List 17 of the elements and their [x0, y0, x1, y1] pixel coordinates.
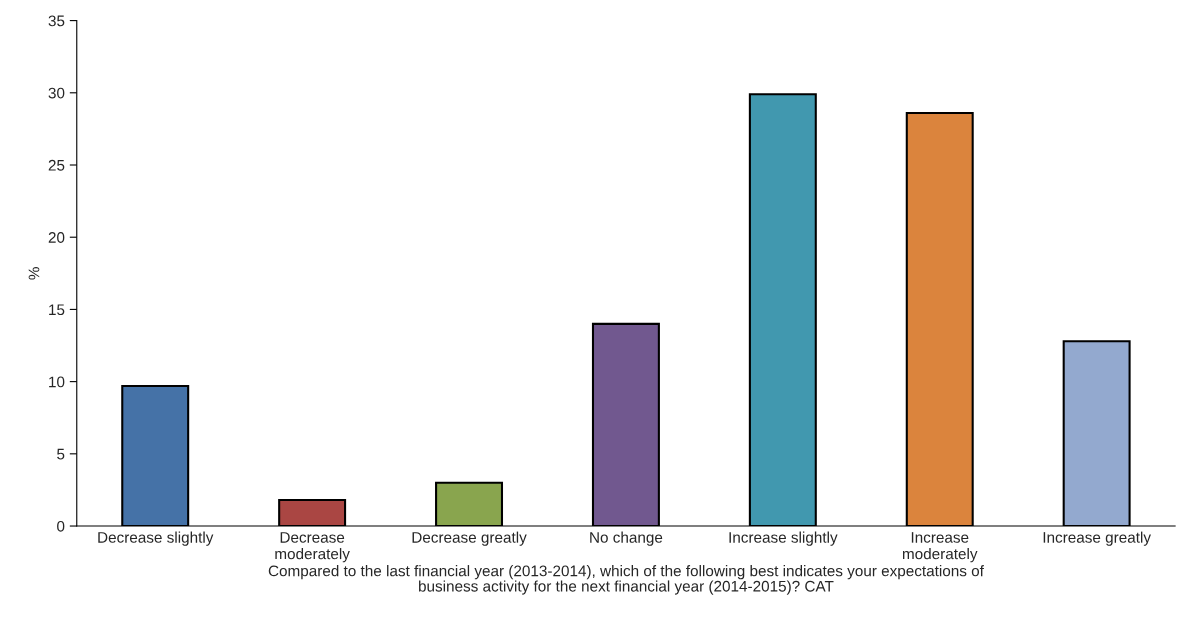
x-tick-label: Decrease slightly — [98, 531, 214, 546]
y-tick-label: 10 — [49, 376, 65, 388]
x-tick-label: Increase greatly — [1043, 531, 1151, 546]
y-tick-label: 20 — [48, 232, 65, 243]
y-tick-label: 35 — [48, 15, 65, 27]
y-tick-label: 0 — [57, 520, 65, 532]
x-tick-label: Increase slightly — [729, 531, 838, 546]
y-tick-label: 5 — [57, 448, 65, 460]
x-tick-label: Increase moderately — [902, 532, 978, 563]
y-axis-title: % — [28, 267, 40, 280]
y-tick-label: 15 — [49, 304, 65, 316]
x-tick-label: Decrease moderately — [275, 532, 350, 563]
x-tick-label: No change — [590, 531, 663, 546]
y-tick-label: 25 — [48, 159, 65, 171]
y-tick-label: 30 — [48, 87, 65, 99]
x-axis-title: Compared to the last financial year (2013-2014), which of the following best indicates your expectations of business activity for the next financial year (2014-2015)? CAT — [268, 565, 984, 595]
x-tick-label: Decrease greatly — [412, 531, 527, 546]
